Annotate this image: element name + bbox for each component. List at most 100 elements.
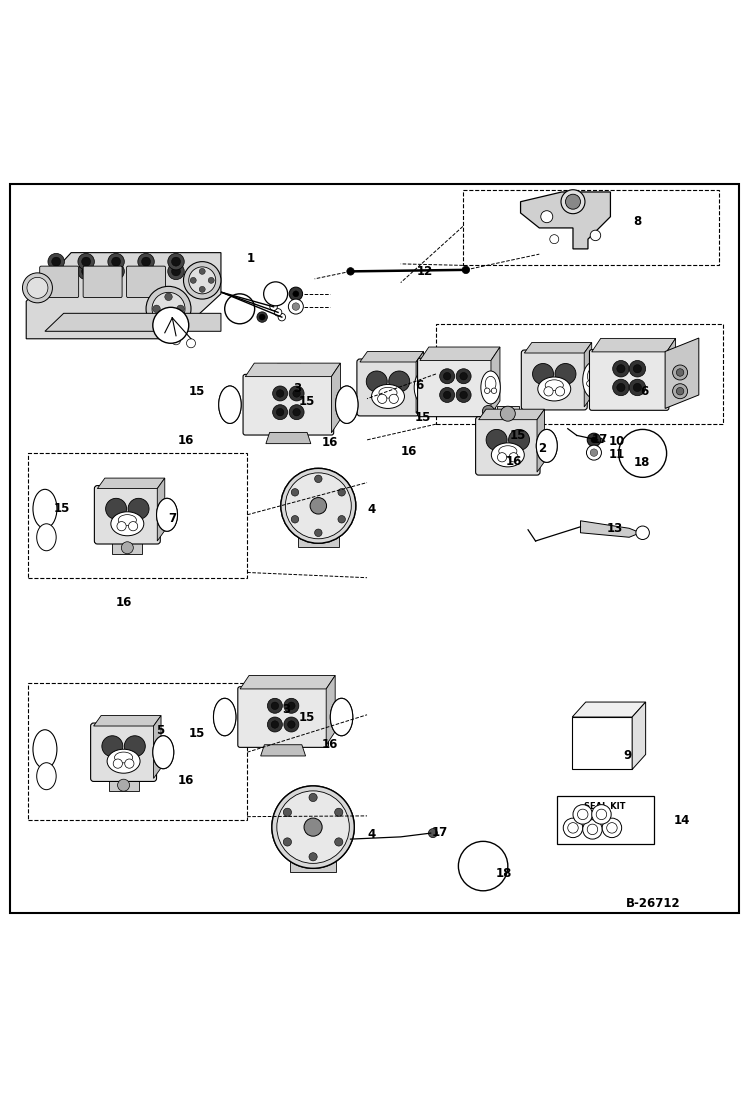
FancyBboxPatch shape bbox=[418, 359, 493, 417]
Ellipse shape bbox=[224, 393, 236, 409]
Text: 10: 10 bbox=[609, 434, 625, 448]
Ellipse shape bbox=[37, 523, 56, 551]
Polygon shape bbox=[261, 745, 306, 756]
Circle shape bbox=[309, 852, 318, 861]
Circle shape bbox=[418, 388, 423, 394]
Bar bbox=[557, 795, 654, 845]
Circle shape bbox=[482, 406, 494, 418]
Circle shape bbox=[348, 405, 354, 411]
Polygon shape bbox=[580, 521, 640, 538]
Circle shape bbox=[462, 267, 470, 273]
Polygon shape bbox=[572, 702, 646, 717]
Ellipse shape bbox=[213, 699, 236, 736]
Circle shape bbox=[619, 429, 667, 477]
Ellipse shape bbox=[414, 371, 434, 404]
Circle shape bbox=[82, 267, 91, 275]
Circle shape bbox=[573, 805, 592, 824]
Polygon shape bbox=[45, 314, 221, 331]
Text: 3: 3 bbox=[282, 703, 291, 716]
Circle shape bbox=[540, 446, 546, 452]
Polygon shape bbox=[632, 702, 646, 769]
Ellipse shape bbox=[157, 742, 169, 756]
Circle shape bbox=[309, 852, 318, 861]
Circle shape bbox=[146, 286, 191, 331]
Text: 16: 16 bbox=[506, 455, 522, 468]
Circle shape bbox=[267, 699, 282, 713]
Circle shape bbox=[556, 387, 565, 396]
Circle shape bbox=[259, 314, 265, 320]
Text: 13: 13 bbox=[607, 522, 623, 534]
Circle shape bbox=[289, 386, 304, 400]
Circle shape bbox=[616, 383, 625, 392]
Bar bbox=[497, 406, 519, 421]
Circle shape bbox=[550, 235, 559, 244]
Ellipse shape bbox=[161, 504, 173, 519]
Circle shape bbox=[288, 299, 303, 314]
Circle shape bbox=[629, 380, 646, 396]
Circle shape bbox=[676, 387, 684, 395]
Circle shape bbox=[168, 253, 184, 270]
Circle shape bbox=[291, 488, 299, 496]
Circle shape bbox=[271, 702, 279, 710]
Polygon shape bbox=[246, 363, 340, 376]
Ellipse shape bbox=[541, 434, 553, 450]
Bar bbox=[282, 802, 344, 852]
Polygon shape bbox=[584, 342, 592, 407]
Circle shape bbox=[443, 373, 451, 380]
Ellipse shape bbox=[33, 730, 57, 769]
Circle shape bbox=[172, 267, 181, 275]
Circle shape bbox=[425, 388, 430, 394]
Circle shape bbox=[172, 336, 181, 344]
Circle shape bbox=[590, 449, 598, 456]
Circle shape bbox=[285, 473, 351, 539]
Circle shape bbox=[267, 717, 282, 732]
Circle shape bbox=[82, 257, 91, 267]
Circle shape bbox=[153, 307, 189, 343]
Circle shape bbox=[293, 291, 299, 297]
Circle shape bbox=[231, 405, 237, 411]
Ellipse shape bbox=[485, 376, 496, 392]
Circle shape bbox=[168, 263, 184, 280]
Circle shape bbox=[152, 292, 185, 326]
Circle shape bbox=[587, 824, 598, 835]
Ellipse shape bbox=[33, 489, 57, 529]
Circle shape bbox=[509, 453, 518, 462]
Circle shape bbox=[500, 406, 515, 421]
Circle shape bbox=[142, 257, 151, 267]
Circle shape bbox=[315, 475, 322, 483]
Ellipse shape bbox=[330, 699, 353, 736]
Circle shape bbox=[586, 381, 592, 386]
Circle shape bbox=[592, 805, 611, 824]
Circle shape bbox=[218, 717, 224, 724]
Circle shape bbox=[283, 808, 291, 816]
Polygon shape bbox=[240, 676, 336, 689]
Circle shape bbox=[541, 211, 553, 223]
Circle shape bbox=[189, 267, 216, 294]
Circle shape bbox=[121, 542, 133, 554]
Text: 17: 17 bbox=[432, 826, 449, 839]
Circle shape bbox=[315, 529, 322, 536]
Circle shape bbox=[338, 488, 345, 496]
Ellipse shape bbox=[545, 380, 563, 391]
Circle shape bbox=[291, 516, 299, 523]
Text: 18: 18 bbox=[496, 867, 512, 880]
Circle shape bbox=[443, 392, 451, 398]
Circle shape bbox=[276, 389, 284, 397]
Circle shape bbox=[590, 230, 601, 240]
Polygon shape bbox=[97, 478, 165, 488]
Circle shape bbox=[304, 818, 322, 836]
Circle shape bbox=[309, 793, 318, 802]
Circle shape bbox=[347, 268, 354, 275]
Ellipse shape bbox=[157, 498, 178, 531]
Circle shape bbox=[586, 445, 601, 460]
Circle shape bbox=[338, 516, 345, 523]
Ellipse shape bbox=[481, 371, 500, 404]
Circle shape bbox=[102, 736, 123, 757]
Polygon shape bbox=[524, 342, 592, 353]
Ellipse shape bbox=[336, 386, 358, 423]
Circle shape bbox=[607, 823, 617, 833]
Circle shape bbox=[277, 791, 349, 863]
Ellipse shape bbox=[536, 429, 557, 462]
Circle shape bbox=[272, 785, 354, 869]
Text: 18: 18 bbox=[634, 456, 650, 468]
